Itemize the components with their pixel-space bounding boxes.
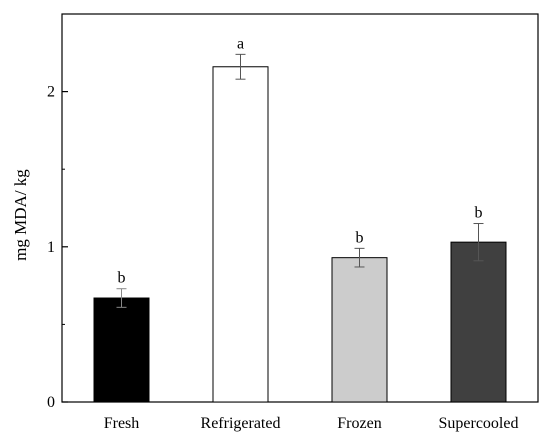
x-tick-label: Fresh [104,415,140,432]
significance-label: b [356,229,364,246]
y-axis-title: mg MDA/ kg [11,169,30,261]
significance-label: a [237,35,244,52]
y-tick-label: 1 [47,239,55,256]
bar-frozen [331,257,388,403]
significance-label: b [118,270,126,287]
x-tick-label: Frozen [337,415,381,432]
bar-fresh [93,297,150,403]
bar-refrigerated [212,66,269,403]
plot-frame [61,13,539,403]
significance-label: b [475,205,483,222]
y-tick-label: 2 [47,84,55,101]
x-tick-label: Refrigerated [201,415,281,432]
plot-area: 0 1 2 b Fresh a Refrigerated b Frozen b Supercoole… [47,13,539,432]
y-tick-label: 0 [47,394,55,411]
x-tick-label: Supercooled [439,415,519,432]
bar-supercooled [450,241,507,403]
